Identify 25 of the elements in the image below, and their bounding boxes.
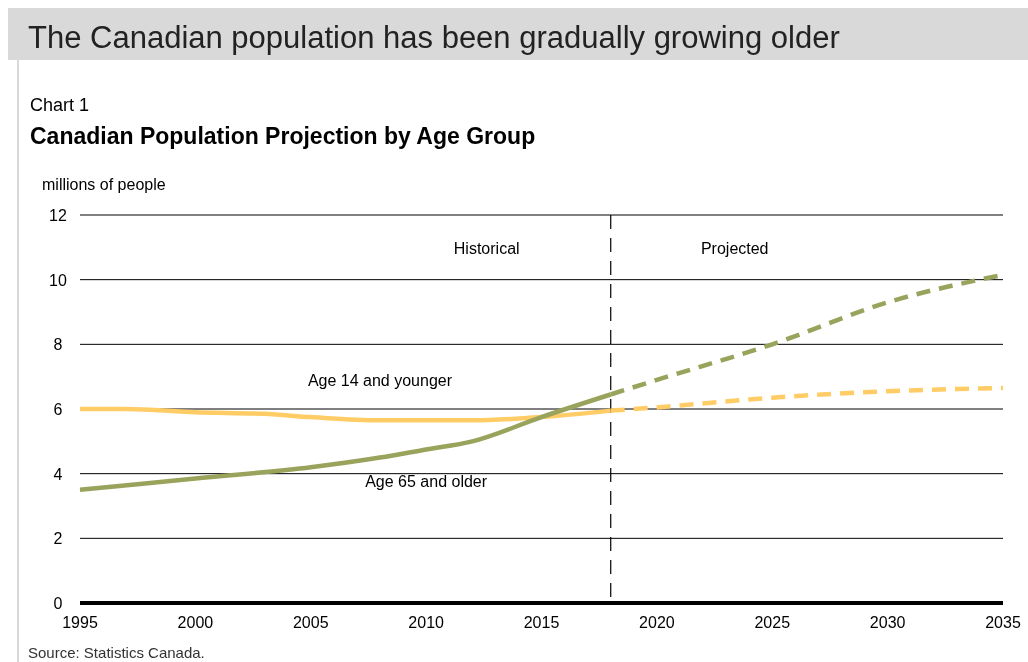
- y-tick-label: 10: [49, 271, 67, 289]
- x-tick-label: 2000: [177, 614, 214, 631]
- y-tick-label: 4: [53, 465, 63, 483]
- source-note: Source: Statistics Canada.: [28, 644, 205, 661]
- y-tick-label: 2: [53, 530, 63, 548]
- y-axis-title: millions of people: [42, 176, 166, 193]
- x-tick-label: 2015: [523, 614, 560, 631]
- x-tick-label: 2010: [408, 614, 445, 631]
- x-tick-label: 2005: [292, 614, 329, 631]
- y-tick-label: 12: [49, 207, 67, 224]
- y-tick-label: 8: [53, 336, 63, 354]
- x-tick-label: 2025: [754, 614, 791, 631]
- chart-subtitle: Chart 1: [30, 95, 90, 115]
- x-tick-label: 2035: [985, 614, 1021, 631]
- y-tick-label: 6: [53, 401, 63, 418]
- x-tick-label: 2020: [639, 614, 675, 631]
- annotation: Historical: [453, 240, 520, 257]
- series-label: Age 65 and older: [365, 473, 488, 491]
- annotation: Projected: [700, 240, 769, 257]
- series-label: Age 14 and younger: [307, 372, 453, 390]
- y-tick-label: 0: [53, 595, 63, 612]
- x-tick-label: 2030: [869, 614, 906, 631]
- chart-title: Canadian Population Projection by Age Group: [30, 123, 536, 149]
- x-tick-label: 1995: [62, 614, 98, 631]
- text: The Canadian population has been gradually growing older: [28, 20, 840, 55]
